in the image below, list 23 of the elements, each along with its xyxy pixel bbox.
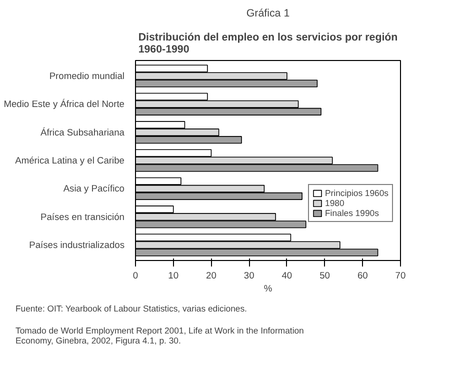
source-note: Fuente: OIT: Yearbook of Labour Statistics, varias ediciones. xyxy=(16,304,247,314)
x-tick-label: 60 xyxy=(357,270,368,280)
x-tick-label: 0 xyxy=(132,270,138,280)
legend-label: Principios 1960s xyxy=(325,188,389,198)
text: Tomado de World Employment Report 2001, Life at Work in the Information Economy, Ginebra, 2002, Figura 4.1, p. 30. xyxy=(16,326,304,346)
chart-title: Gráfica 1 xyxy=(246,8,290,20)
y-tick-label: Medio Este y África del Norte xyxy=(4,98,124,110)
y-tick-label: Países industrializados xyxy=(29,240,125,250)
y-tick-label: Países en transición xyxy=(40,212,124,222)
legend-label: 1980 xyxy=(325,198,345,208)
legend-label: Finales 1990s xyxy=(325,208,379,218)
x-tick-label: 50 xyxy=(320,270,330,280)
x-tick-label: 10 xyxy=(168,270,179,280)
chart-subtitle: Distribución del empleo en los servicios por región 1960-1990 xyxy=(138,32,398,56)
x-tick-label: 30 xyxy=(244,270,254,280)
x-axis-title: % xyxy=(264,284,272,294)
x-tick-label: 20 xyxy=(206,270,216,280)
x-tick-label: 40 xyxy=(282,270,292,280)
y-tick-label: África Subsahariana xyxy=(40,126,126,138)
y-tick-label: América Latina y el Caribe xyxy=(15,156,125,166)
x-tick-label: 70 xyxy=(395,270,406,280)
y-tick-label: Promedio mundial xyxy=(49,70,125,81)
y-tick-label: Asia y Pacífico xyxy=(63,184,125,194)
